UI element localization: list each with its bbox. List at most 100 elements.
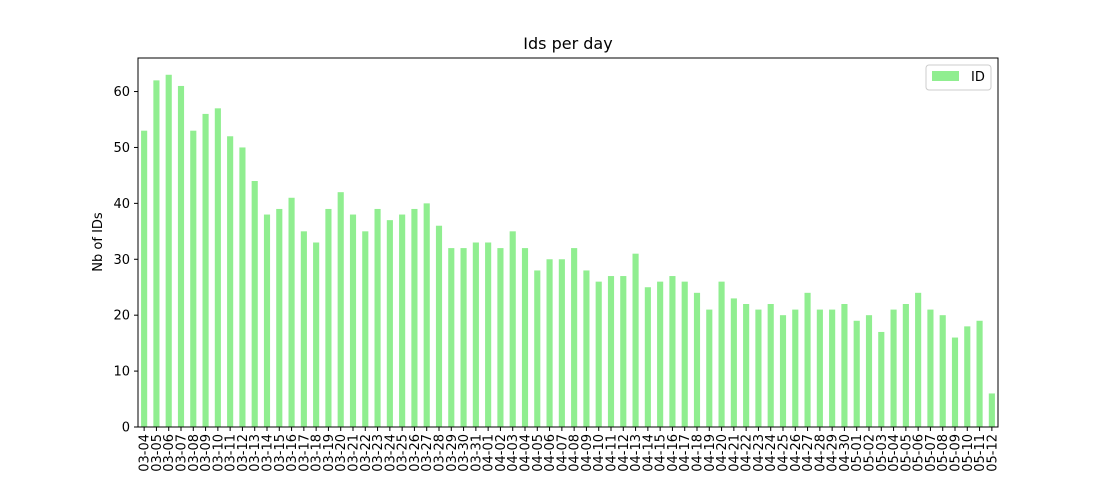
x-tick-label: 04-03	[506, 434, 521, 472]
bar-03-18	[313, 242, 320, 427]
bar-04-09	[583, 270, 590, 427]
legend: ID	[925, 64, 992, 91]
bar-03-23	[374, 208, 381, 427]
bar-03-08	[190, 130, 197, 427]
bar-04-20	[718, 281, 725, 427]
bar-03-21	[349, 214, 357, 427]
bar-04-08	[571, 248, 578, 427]
bar-04-02	[497, 248, 504, 427]
x-tick-label: 03-31	[469, 434, 484, 472]
bar-04-13	[632, 253, 639, 427]
bar-05-08	[939, 315, 946, 427]
bar-04-12	[620, 276, 627, 427]
x-tick-label: 03-22	[359, 434, 374, 472]
x-tick-label: 05-01	[850, 434, 865, 472]
bar-03-22	[362, 231, 369, 427]
x-tick-label: 04-08	[568, 434, 583, 472]
x-tick-label: 04-15	[654, 434, 669, 472]
bar-03-19	[325, 208, 332, 427]
bar-03-07	[177, 85, 185, 427]
bar-03-12	[239, 147, 246, 427]
bar-04-26	[792, 309, 799, 427]
x-tick-label: 03-25	[396, 434, 411, 472]
x-tick-label: 03-19	[322, 434, 337, 472]
bar-04-30	[841, 304, 848, 427]
legend-swatch	[932, 71, 959, 81]
x-tick-label: 04-27	[801, 434, 816, 472]
bar-04-04	[521, 248, 529, 427]
plot-frame	[137, 57, 999, 428]
x-tick-label: 04-17	[678, 434, 693, 472]
x-tick-label: 05-08	[936, 434, 951, 472]
x-tick-label: 03-12	[236, 434, 251, 472]
x-tick-label: 05-12	[985, 434, 1000, 472]
bar-04-29	[829, 309, 836, 427]
x-tick-label: 03-07	[175, 434, 190, 472]
x-tick-label: 04-05	[531, 434, 546, 472]
bar-05-12	[988, 393, 995, 427]
bar-04-24	[767, 304, 774, 427]
x-tick-label: 03-17	[297, 434, 312, 472]
x-tick-label: 04-22	[740, 434, 755, 472]
x-tick-label: 03-10	[211, 434, 226, 472]
x-tick-label: 04-29	[826, 434, 841, 472]
bar-05-09	[951, 337, 959, 427]
bar-04-10	[595, 281, 602, 427]
x-tick-label: 03-04	[138, 434, 153, 472]
bar-05-04	[890, 309, 897, 427]
x-tick-label: 04-09	[580, 434, 595, 472]
x-tick-label: 03-24	[383, 434, 398, 472]
bar-03-16	[288, 197, 295, 427]
bar-03-10	[214, 108, 221, 427]
x-tick-label: 04-06	[543, 434, 558, 472]
bar-04-25	[779, 315, 787, 427]
y-axis-ticks: 0 10 20 30 40 50 60	[113, 85, 138, 436]
bar-04-11	[607, 276, 615, 427]
x-tick-label: 04-24	[764, 434, 779, 472]
x-tick-label: 05-07	[924, 434, 939, 472]
y-tick-label: 0	[122, 421, 130, 436]
bar-04-03	[509, 231, 516, 427]
bar-03-24	[386, 220, 393, 427]
bar-04-15	[657, 281, 664, 427]
bar-04-06	[546, 259, 553, 427]
x-tick-label: 03-11	[224, 434, 239, 472]
y-tick-label: 40	[113, 197, 130, 212]
x-tick-label: 03-16	[285, 434, 300, 472]
x-tick-label: 04-16	[666, 434, 681, 472]
x-tick-label: 03-30	[457, 434, 472, 472]
x-tick-label: 03-26	[408, 434, 423, 472]
x-tick-label: 04-07	[555, 434, 570, 472]
x-tick-label: 05-05	[899, 434, 914, 472]
bar-04-14	[644, 287, 651, 427]
x-tick-label: 04-04	[519, 434, 534, 472]
bar-04-21	[730, 298, 737, 427]
x-tick-label: 04-28	[813, 434, 828, 472]
bar-04-18	[693, 292, 701, 427]
bar-05-11	[976, 320, 983, 427]
bar-03-09	[202, 113, 209, 427]
bar-04-23	[755, 309, 762, 427]
x-tick-label: 04-11	[605, 434, 620, 472]
bar-03-25	[399, 214, 406, 427]
x-tick-label: 03-05	[150, 434, 165, 472]
x-tick-label: 04-20	[715, 434, 730, 472]
x-tick-label: 03-06	[162, 434, 177, 472]
x-tick-label: 03-09	[199, 434, 214, 472]
bar-04-05	[534, 270, 541, 427]
bar-03-26	[411, 208, 418, 427]
bar-03-15	[276, 208, 283, 427]
x-tick-label: 04-21	[727, 434, 742, 472]
bar-05-10	[964, 326, 971, 427]
bar-05-02	[865, 315, 873, 427]
x-tick-label: 03-14	[261, 434, 276, 472]
bar-04-01	[485, 242, 492, 427]
x-tick-label: 03-20	[334, 434, 349, 472]
bar-03-13	[251, 181, 258, 427]
x-tick-label: 04-19	[703, 434, 718, 472]
x-tick-label: 03-28	[433, 434, 448, 472]
y-tick-label: 20	[113, 309, 130, 324]
bar-05-03	[878, 331, 885, 427]
bar-05-05	[902, 304, 909, 427]
